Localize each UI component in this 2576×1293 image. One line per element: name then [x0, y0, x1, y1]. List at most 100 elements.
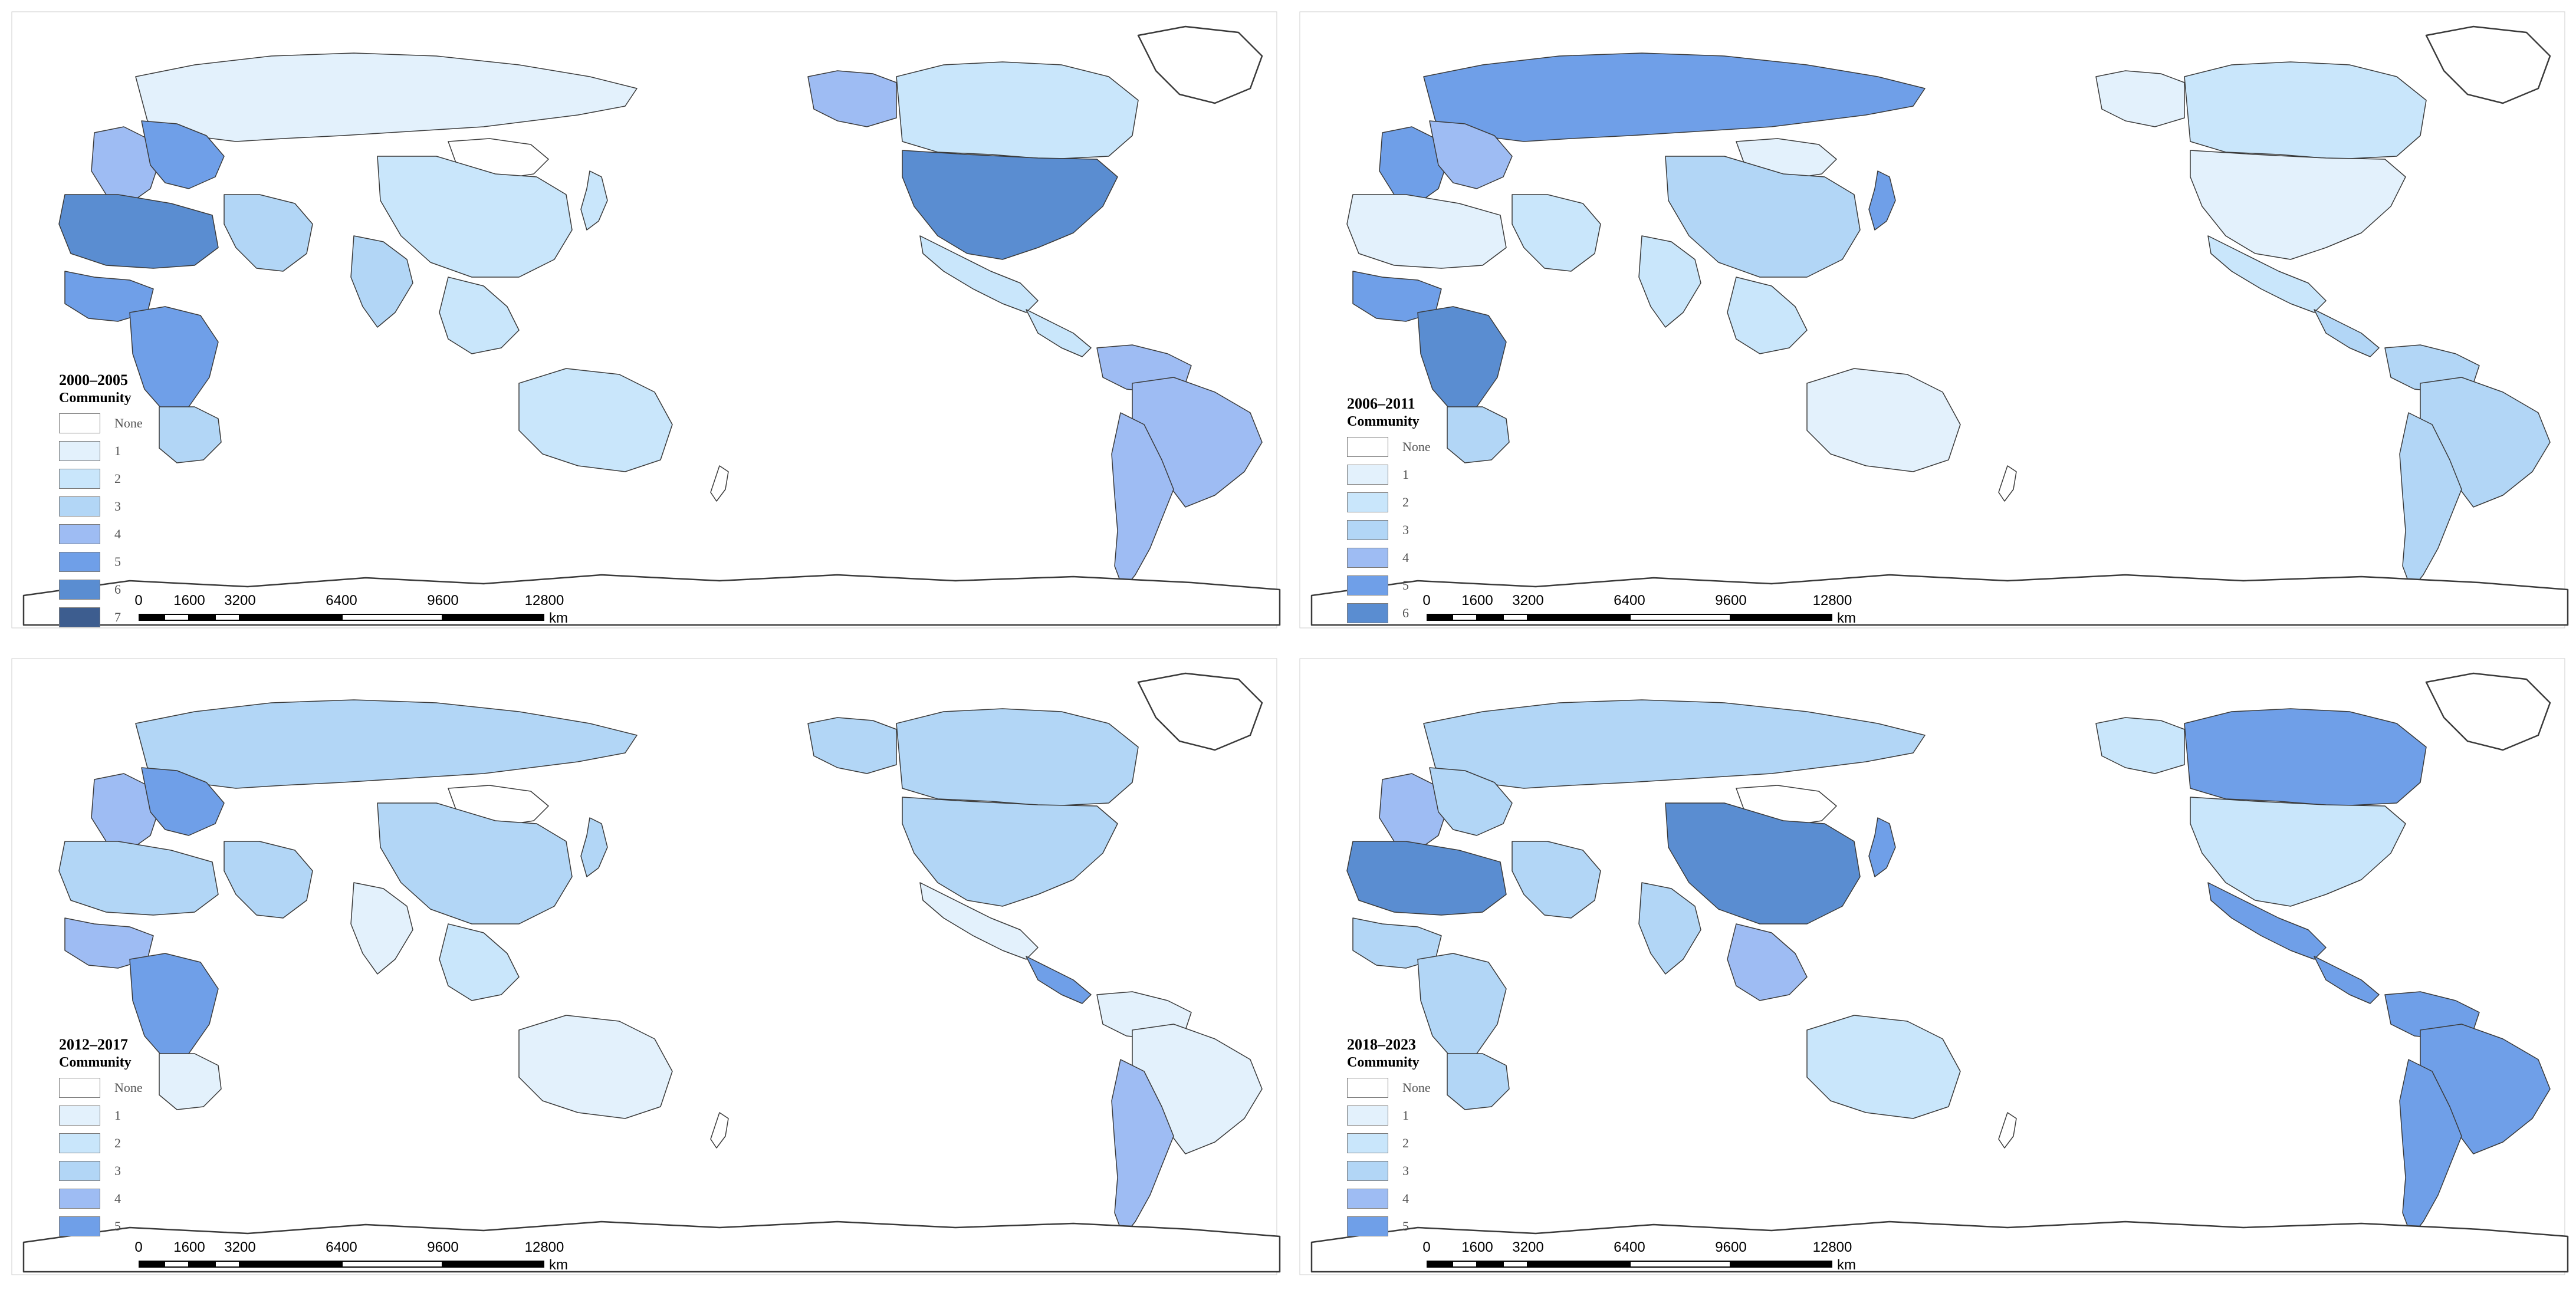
country-europe-central: [141, 767, 225, 836]
scale-segment: [1452, 614, 1477, 621]
legend-title: Community: [1347, 414, 1420, 429]
scale-unit: km: [549, 1257, 568, 1273]
country-australia: [1806, 368, 1961, 472]
scale-bar: 0 1600 3200 6400 9600 12800 km: [134, 1239, 587, 1275]
country-china: [1665, 156, 1861, 278]
legend-label: 2: [1402, 1135, 1409, 1150]
country-argentina: [2399, 1059, 2462, 1237]
legend-label: None: [114, 1080, 143, 1095]
legend-label: None: [1402, 1080, 1431, 1095]
scale-tick-label: 3200: [1512, 1239, 1544, 1255]
country-southern-africa: [1447, 1053, 1510, 1110]
legend-label: 6: [1402, 605, 1409, 620]
country-india: [350, 235, 413, 328]
country-europe-central: [1429, 767, 1513, 836]
legend-item: 4: [1347, 1185, 1431, 1212]
country-north-america: [902, 797, 1118, 907]
country-china: [377, 156, 573, 278]
legend-label: 5: [1402, 577, 1409, 593]
scale-tick-label: 12800: [1812, 1239, 1852, 1255]
scale-tick-label: 6400: [326, 1239, 357, 1255]
scale-tick-label: 12800: [1812, 593, 1852, 608]
legend-item: 3: [1347, 1157, 1431, 1185]
country-europe-central: [141, 120, 225, 189]
legend-label: 5: [114, 554, 121, 569]
world-map: [11, 11, 1281, 629]
country-argentina: [2399, 412, 2462, 590]
country-australia: [518, 1015, 673, 1119]
scale-segment: [1503, 1261, 1528, 1268]
world-map: [11, 658, 1281, 1275]
country-alaska-east: [2095, 717, 2185, 774]
scale-segment: [1452, 1261, 1477, 1268]
scale-tick-label: 9600: [1715, 593, 1747, 608]
country-new-zealand: [710, 1112, 729, 1149]
scale-tick-label: 9600: [427, 1239, 459, 1255]
country-antarctica: [1310, 1220, 2569, 1273]
legend-label: 2: [1402, 494, 1409, 509]
scale-segment: [341, 1261, 443, 1268]
map-legend: 2000–2005 Community None 1 2 3 4 5 6 7: [59, 371, 143, 631]
country-north-america: [902, 150, 1118, 260]
scale-segment: [1731, 1261, 1832, 1268]
scale-segment: [1427, 1261, 1452, 1268]
country-greenland: [1137, 25, 1263, 104]
country-europe-west: [91, 773, 160, 851]
legend-swatch: [59, 440, 100, 461]
country-north-africa: [58, 194, 219, 269]
scale-tick-label: 3200: [224, 1239, 256, 1255]
legend-label: 3: [1402, 1163, 1409, 1178]
country-central-africa: [1417, 306, 1507, 413]
period-title: 2018–2023: [1347, 1036, 1416, 1053]
scale-tick-label: 3200: [1512, 593, 1544, 608]
scale-segment: [443, 614, 544, 621]
legend-swatch: [1347, 492, 1388, 512]
country-alaska-east: [2095, 70, 2185, 127]
legend-swatch: [59, 579, 100, 600]
country-north-africa: [1346, 194, 1507, 269]
scale-tick-label: 3200: [224, 593, 256, 608]
legend-label: None: [114, 415, 143, 430]
country-north-america: [2190, 797, 2406, 907]
period-title: 2006–2011: [1347, 395, 1415, 412]
country-antarctica: [22, 1220, 1281, 1273]
country-central-america: [1026, 309, 1092, 357]
legend-label: 4: [1402, 550, 1409, 565]
period-title: 2000–2005: [59, 371, 128, 389]
legend-swatch: [59, 468, 100, 489]
country-india: [350, 882, 413, 975]
country-central-africa: [1417, 953, 1507, 1060]
map-frame: [1299, 658, 2565, 1275]
legend-item: 5: [1347, 571, 1431, 599]
scale-segment: [1629, 614, 1731, 621]
country-southern-africa: [159, 1053, 222, 1110]
country-greenland: [2425, 25, 2551, 104]
legend-swatch: [1347, 575, 1388, 595]
country-middle-east: [1512, 194, 1601, 272]
map-panel-2018-2023: 2018–2023 Community None 1 2 3 4 5 0 1600 3200 6400…: [1288, 647, 2576, 1293]
country-india: [1638, 235, 1701, 328]
country-japan: [580, 817, 608, 877]
country-china: [1665, 802, 1861, 924]
country-russia: [1423, 699, 1926, 789]
scale-tick-label: 0: [134, 1239, 143, 1255]
scale-tick-label: 9600: [1715, 1239, 1747, 1255]
scale-segment: [189, 1261, 215, 1268]
legend-label: 3: [114, 498, 121, 514]
scale-bar: 0 1600 3200 6400 9600 12800 km: [1422, 593, 1875, 628]
legend-label: 2: [114, 1135, 121, 1150]
scale-segment: [240, 614, 341, 621]
legend-label: 2: [114, 471, 121, 486]
legend-item: None: [1347, 1074, 1431, 1101]
country-argentina: [1111, 412, 1174, 590]
legend-label: 4: [1402, 1190, 1409, 1206]
country-central-africa: [129, 306, 219, 413]
scale-tick-label: 9600: [427, 593, 459, 608]
legend-item: 5: [59, 1212, 143, 1240]
map-legend: 2018–2023 Community None 1 2 3 4 5: [1347, 1036, 1431, 1240]
scale-segment: [341, 614, 443, 621]
scale-bar: 0 1600 3200 6400 9600 12800 km: [1422, 1239, 1875, 1275]
scale-segment: [1528, 1261, 1629, 1268]
scale-tick-label: 1600: [1461, 593, 1493, 608]
legend-item: 3: [59, 492, 143, 520]
